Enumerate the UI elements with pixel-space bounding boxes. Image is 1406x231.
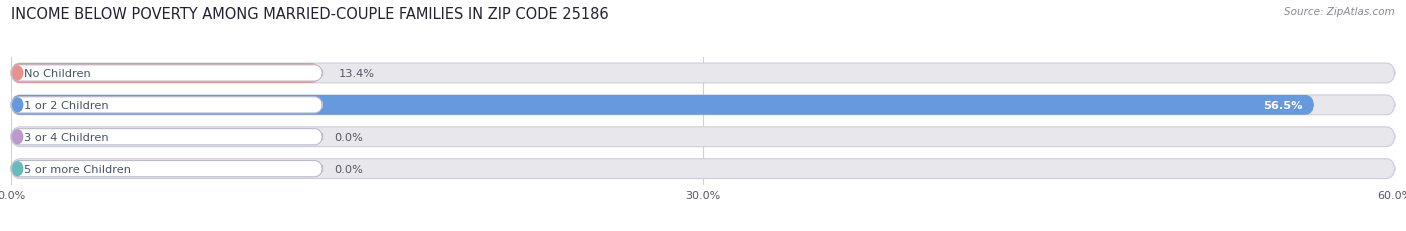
Text: INCOME BELOW POVERTY AMONG MARRIED-COUPLE FAMILIES IN ZIP CODE 25186: INCOME BELOW POVERTY AMONG MARRIED-COUPL… bbox=[11, 7, 609, 22]
Text: 0.0%: 0.0% bbox=[335, 164, 363, 174]
FancyBboxPatch shape bbox=[11, 159, 1395, 179]
Text: No Children: No Children bbox=[24, 69, 91, 79]
Circle shape bbox=[13, 162, 22, 176]
Circle shape bbox=[13, 130, 22, 144]
FancyBboxPatch shape bbox=[11, 66, 322, 82]
FancyBboxPatch shape bbox=[11, 127, 1395, 147]
Text: 0.0%: 0.0% bbox=[335, 132, 363, 142]
FancyBboxPatch shape bbox=[11, 64, 1395, 83]
Text: Source: ZipAtlas.com: Source: ZipAtlas.com bbox=[1284, 7, 1395, 17]
FancyBboxPatch shape bbox=[11, 96, 1395, 115]
Text: 56.5%: 56.5% bbox=[1263, 100, 1302, 110]
Text: 5 or more Children: 5 or more Children bbox=[24, 164, 131, 174]
Text: 1 or 2 Children: 1 or 2 Children bbox=[24, 100, 108, 110]
Circle shape bbox=[13, 99, 22, 112]
Circle shape bbox=[13, 67, 22, 80]
FancyBboxPatch shape bbox=[11, 161, 322, 177]
FancyBboxPatch shape bbox=[11, 64, 321, 83]
FancyBboxPatch shape bbox=[11, 96, 1315, 115]
FancyBboxPatch shape bbox=[11, 129, 322, 145]
FancyBboxPatch shape bbox=[11, 97, 322, 113]
Text: 13.4%: 13.4% bbox=[339, 69, 374, 79]
Text: 3 or 4 Children: 3 or 4 Children bbox=[24, 132, 108, 142]
